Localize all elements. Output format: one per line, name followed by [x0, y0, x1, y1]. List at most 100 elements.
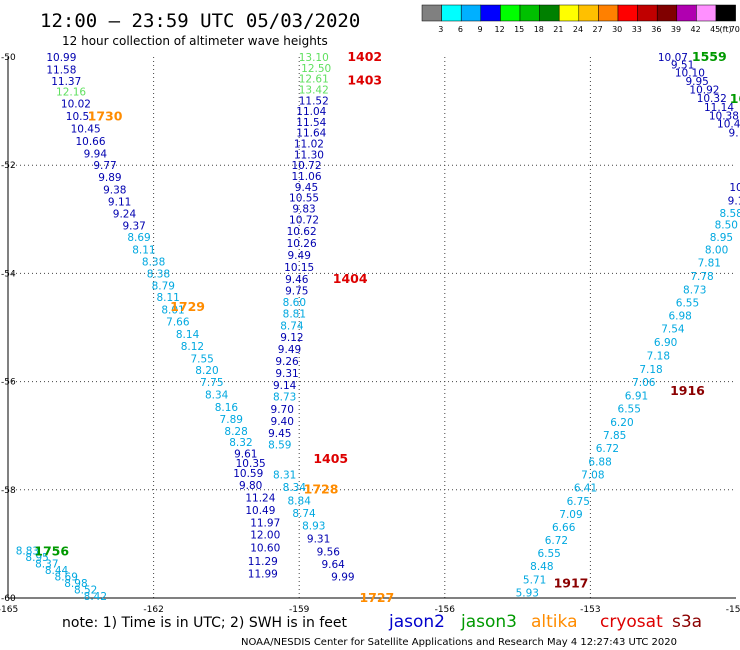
colorbar-tick: 39	[671, 25, 681, 34]
pass-number-label: 1559	[692, 49, 727, 64]
wave-height-label: 9.11	[108, 196, 131, 208]
satellite-legend-jason3: jason3	[460, 612, 517, 632]
colorbar-swatch	[637, 4, 658, 22]
wave-height-label: 9.40	[271, 416, 294, 428]
wave-height-label: 7.18	[639, 364, 662, 376]
colorbar-tick: 33	[632, 25, 642, 34]
wave-height-label: 11.52	[299, 95, 329, 107]
wave-height-label: 9.83	[292, 203, 315, 215]
wave-height-label: 9.56	[317, 546, 341, 558]
wave-height-label: 8.12	[181, 341, 204, 353]
wave-height-label: 10.07	[658, 52, 688, 64]
wave-height-label: 8.69	[55, 571, 78, 583]
wave-height-label: 9.94	[84, 148, 108, 160]
pass-number-label: 1405	[313, 451, 348, 466]
wave-height-label: 10.72	[291, 160, 321, 172]
wave-height-label: 9.46	[285, 274, 309, 286]
colorbar: 3 6 9 12 15 18 21 24 27 30 33 36 39 42 45 70(ft)	[421, 4, 740, 34]
satellite-legend-jason2: jason2	[388, 612, 445, 632]
wave-height-label: 13.42	[299, 84, 329, 96]
pass-labels: 1730 1729 1405 1728 1727 1402 1403 1404 1559 16 19…	[34, 49, 740, 605]
y-tick-label: -58	[1, 486, 16, 496]
wave-height-label: 9.45	[268, 428, 291, 440]
wave-height-label: 6.72	[596, 443, 619, 455]
wave-height-label: 10.99	[46, 52, 76, 64]
wave-height-label: 8.83	[16, 545, 39, 557]
wave-height-label: 6.91	[625, 391, 648, 403]
colorbar-swatch	[578, 4, 599, 22]
wave-height-label: 10.51	[66, 111, 96, 123]
wave-height-label: 8.58	[719, 208, 740, 220]
wave-height-values: 10.9911.5811.3712.1610.0210.5110.4510.66…	[16, 52, 740, 603]
wave-height-label: 5.93	[516, 588, 539, 600]
wave-height-label: 10.72	[289, 214, 319, 226]
wave-height-label: 6.98	[668, 311, 691, 323]
wave-height-label: 10.60	[250, 543, 280, 555]
wave-height-label: 10.02	[61, 99, 91, 111]
wave-height-label: 8.00	[705, 245, 728, 257]
wave-height-label: 7.75	[200, 377, 223, 389]
wave-height-label: 9.51	[671, 60, 694, 72]
x-tick-label: -159	[289, 605, 310, 615]
wave-height-label: 9.31	[307, 533, 330, 545]
pass-number-label: 1727	[359, 590, 394, 605]
colorbar-swatch	[656, 4, 678, 22]
wave-height-label: 10.15	[284, 262, 314, 274]
wave-height-label: 11.30	[294, 149, 324, 161]
wave-height-label: 9.38	[103, 185, 126, 197]
colorbar-swatch	[519, 4, 540, 22]
wave-height-label: 9.64	[321, 559, 345, 571]
wave-height-label: 10	[729, 182, 740, 194]
wave-height-label: 8.28	[224, 426, 247, 438]
wave-height-label: 8.74	[292, 508, 316, 520]
y-tick-label: -56	[1, 378, 16, 388]
wave-height-label: 8.52	[74, 584, 97, 596]
wave-height-label: 9.1	[728, 195, 740, 207]
pass-number-label: 1916	[670, 383, 705, 398]
colorbar-swatch	[421, 4, 442, 22]
wave-height-label: 10.49	[245, 505, 275, 517]
wave-height-label: 9.61	[234, 449, 257, 461]
wave-height-label: 11.64	[296, 128, 326, 140]
plot-area: -50 -52 -54 -56 -58 -60-165 -162 -159 -156 -153 -1…	[0, 49, 740, 615]
wave-height-label: 13.10	[299, 52, 329, 64]
colorbar-tick: 9	[477, 25, 482, 34]
wave-height-label: 6.90	[654, 337, 677, 349]
wave-height-label: 11.29	[248, 556, 278, 568]
wave-height-label: 8.38	[147, 268, 170, 280]
wave-height-label: 6.66	[552, 522, 576, 534]
colorbar-swatch	[696, 4, 717, 22]
x-tick-label: -162	[143, 605, 163, 615]
wave-height-label: 8.93	[302, 521, 325, 533]
wave-height-label: 10.45	[71, 123, 101, 135]
x-tick-label: -153	[580, 605, 600, 615]
wave-height-label: 11.14	[704, 102, 734, 114]
colorbar-tick: 27	[593, 25, 603, 34]
wave-height-label: 8.95	[710, 232, 733, 244]
wave-height-label: 11.06	[291, 171, 321, 183]
wave-height-label: 9.49	[288, 250, 311, 262]
wave-height-label: 8.20	[195, 365, 218, 377]
wave-height-label: 8.79	[152, 280, 175, 292]
wave-height-label: 10.62	[287, 226, 317, 238]
wave-height-label: 6.41	[574, 483, 597, 495]
wave-height-label: 7.66	[166, 317, 190, 329]
pass-number-label: 1728	[304, 481, 339, 496]
colorbar-tick: 45	[710, 25, 720, 34]
wave-height-label: 11.54	[296, 117, 326, 129]
wave-height-label: 7.06	[632, 377, 656, 389]
colorbar-tick: 18	[534, 25, 544, 34]
wave-height-label: 6.55	[537, 548, 560, 560]
colorbar-tick: 24	[573, 25, 583, 34]
footer-credit: NOAA/NESDIS Center for Satellite Applica…	[241, 637, 677, 648]
satellite-legend-cryosat: cryosat	[600, 612, 663, 632]
wave-height-label: 8.44	[45, 565, 69, 577]
satellite-legend-s3a: s3a	[672, 612, 702, 632]
wave-height-label: 10.35	[236, 458, 266, 470]
colorbar-tick: 3	[438, 25, 443, 34]
colorbar-swatch	[715, 4, 736, 22]
wave-height-label: 6.75	[567, 496, 590, 508]
wave-height-label: 11.04	[296, 106, 326, 118]
satellite-legend-altika: altika	[531, 612, 578, 632]
wave-height-label: 9.31	[275, 368, 298, 380]
